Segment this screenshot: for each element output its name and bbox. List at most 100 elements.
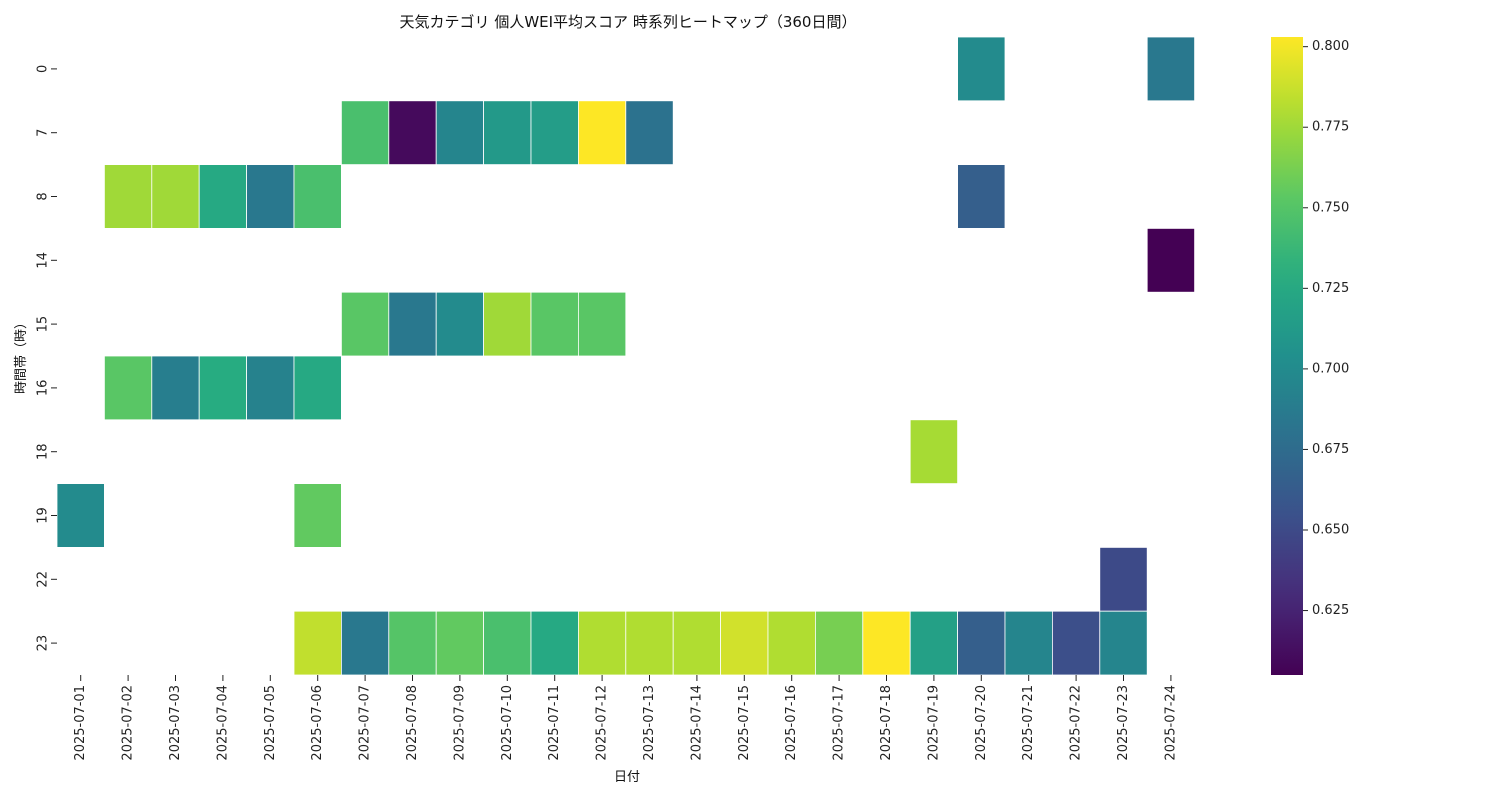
heatmap-cell (1052, 610, 1101, 676)
heatmap-cell (1099, 547, 1148, 612)
x-tick-label: 2025-07-03 (168, 685, 183, 761)
heatmap-cell (388, 291, 437, 357)
heatmap-cell (483, 291, 532, 357)
heatmap-cell (293, 610, 342, 676)
x-tick-label: 2025-07-02 (121, 685, 136, 761)
heatmap-cell (151, 164, 200, 229)
y-axis-ticks: 0 7 8 14 15 16 18 19 22 23 (36, 65, 57, 652)
heatmap-cells (56, 36, 1195, 676)
heatmap-cell (1099, 610, 1148, 676)
colorbar-tick-label: 0.775 (1312, 120, 1349, 135)
y-tick-label: 0 (36, 65, 51, 73)
heatmap-cell (672, 610, 722, 676)
colorbar-tick-label: 0.800 (1312, 39, 1349, 54)
x-tick-label: 2025-07-22 (1069, 685, 1084, 761)
y-tick-label: 23 (36, 635, 51, 652)
heatmap-cell (104, 355, 153, 421)
heatmap-cell (340, 100, 390, 166)
heatmap-cell (151, 355, 200, 421)
x-tick-label: 2025-07-17 (832, 685, 847, 761)
heatmap-cell (56, 483, 105, 548)
heatmap-cell (293, 164, 342, 229)
y-tick-label: 19 (36, 507, 51, 524)
heatmap-cell (578, 291, 627, 357)
heatmap-cell (483, 610, 532, 676)
heatmap-cell (578, 610, 627, 676)
colorbar-tick-label: 0.650 (1312, 523, 1349, 538)
y-tick-label: 22 (36, 571, 51, 588)
heatmap-cell (435, 291, 485, 357)
y-tick-label: 18 (36, 443, 51, 460)
chart-title: 天気カテゴリ 個人WEI平均スコア 時系列ヒートマップ（360日間） (400, 13, 857, 31)
heatmap-cell (293, 483, 342, 548)
x-tick-label: 2025-07-09 (452, 685, 467, 761)
colorbar-ticks: 0.625 0.650 0.675 0.700 0.725 0.750 0.775 0.800 (1303, 39, 1349, 618)
x-tick-label: 2025-07-18 (879, 685, 894, 761)
x-tick-label: 2025-07-15 (737, 685, 752, 761)
heatmap-cell (104, 164, 153, 229)
x-tick-label: 2025-07-16 (784, 685, 799, 761)
heatmap-cell (909, 610, 959, 676)
x-tick-label: 2025-07-20 (974, 685, 989, 761)
x-tick-label: 2025-07-06 (310, 685, 325, 761)
heatmap-cell (1146, 227, 1195, 293)
x-tick-label: 2025-07-23 (1116, 685, 1131, 761)
heatmap-cell (625, 100, 674, 166)
x-tick-label: 2025-07-11 (547, 685, 562, 761)
x-tick-label: 2025-07-21 (1021, 685, 1036, 761)
heatmap-cell (246, 355, 295, 421)
y-tick-label: 16 (36, 380, 51, 397)
x-tick-label: 2025-07-24 (1163, 685, 1178, 761)
heatmap-cell (530, 100, 579, 166)
x-tick-label: 2025-07-01 (73, 685, 88, 761)
heatmap-cell (340, 291, 390, 357)
x-axis-label: 日付 (614, 770, 640, 785)
heatmap-cell (957, 36, 1006, 102)
heatmap-cell (530, 291, 579, 357)
colorbar-tick-label: 0.700 (1312, 361, 1349, 376)
y-axis-label: 時間帯（時） (14, 316, 29, 394)
y-tick-label: 7 (36, 129, 51, 137)
heatmap-cell (862, 610, 911, 676)
colorbar-tick-label: 0.675 (1312, 442, 1349, 457)
x-tick-label: 2025-07-04 (215, 685, 230, 761)
heatmap-cell (435, 610, 485, 676)
heatmap-cell (957, 164, 1006, 229)
heatmap-cell (198, 164, 247, 229)
heatmap-cell (198, 355, 247, 421)
y-tick-label: 15 (36, 316, 51, 333)
heatmap-cell (1004, 610, 1053, 676)
heatmap-cell (815, 610, 864, 676)
colorbar-tick-label: 0.750 (1312, 200, 1349, 215)
heatmap-cell (293, 355, 342, 421)
x-tick-label: 2025-07-10 (500, 685, 515, 761)
x-tick-label: 2025-07-05 (263, 685, 278, 761)
heatmap-cell (483, 100, 532, 166)
heatmap-cell (957, 610, 1006, 676)
heatmap-cell (246, 164, 295, 229)
y-tick-label: 8 (36, 192, 51, 200)
heatmap-cell (530, 610, 579, 676)
heatmap-cell (625, 610, 674, 676)
x-tick-label: 2025-07-12 (595, 685, 610, 761)
heatmap-cell (578, 100, 627, 166)
x-tick-label: 2025-07-19 (926, 685, 941, 761)
colorbar-tick-label: 0.725 (1312, 281, 1349, 296)
x-tick-label: 2025-07-08 (405, 685, 420, 761)
colorbar-tick-label: 0.625 (1312, 603, 1349, 618)
heatmap-cell (388, 610, 437, 676)
heatmap-cell (909, 419, 959, 484)
x-tick-label: 2025-07-13 (642, 685, 657, 761)
x-tick-label: 2025-07-14 (689, 685, 704, 761)
heatmap-cell (767, 610, 816, 676)
heatmap-cell (435, 100, 485, 166)
heatmap-cell (388, 100, 437, 166)
heatmap-cell (720, 610, 769, 676)
x-tick-label: 2025-07-07 (358, 685, 373, 761)
heatmap-cell (340, 610, 390, 676)
colorbar (1271, 37, 1303, 675)
y-tick-label: 14 (36, 252, 51, 269)
heatmap-cell (1146, 36, 1195, 102)
x-axis-ticks: 2025-07-01 2025-07-02 2025-07-03 2025-07-04… (73, 675, 1178, 761)
